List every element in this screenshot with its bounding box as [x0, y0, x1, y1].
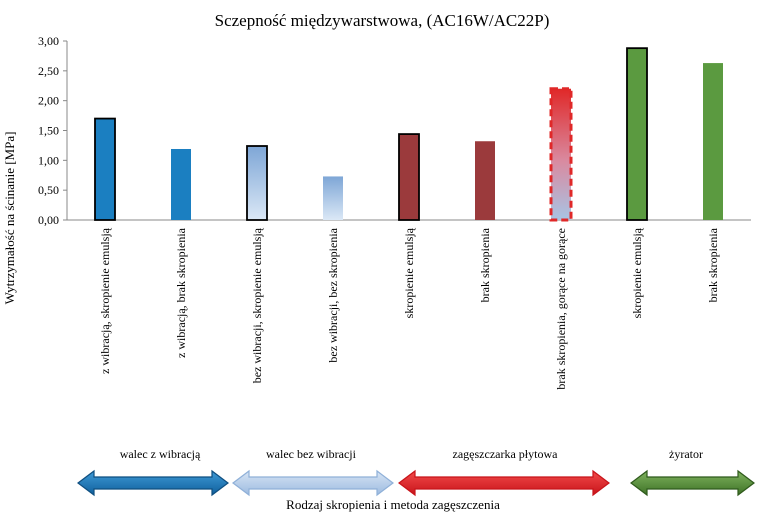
x-axis-label: Rodzaj skropienia i metoda zagęszczenia — [286, 497, 500, 512]
y-tick-label: 1,50 — [38, 124, 59, 138]
y-tick-label: 0,00 — [38, 213, 59, 227]
bar — [703, 63, 723, 221]
x-tick-label: bez wibracji, skropienie emulsją — [250, 227, 264, 383]
x-tick-label: bez wibracji, bez skropienia — [326, 227, 340, 362]
x-tick-label: brak skropienia — [478, 227, 492, 302]
group-label: walec bez wibracji — [266, 447, 357, 461]
bar — [94, 117, 116, 221]
bar — [398, 133, 420, 221]
bar — [171, 148, 191, 220]
y-axis-label: Wytrzymałość na ścinanie [MPa] — [2, 132, 17, 305]
y-tick-label: 2,50 — [38, 64, 59, 78]
bar — [475, 141, 495, 220]
group-label: żyrator — [669, 447, 703, 461]
x-tick-label: brak skropienia — [706, 227, 720, 302]
group-label: zagęszczarka płytowa — [453, 447, 559, 461]
group-arrow — [77, 469, 229, 497]
bar — [323, 176, 343, 220]
y-tick-label: 0,50 — [38, 183, 59, 197]
group-arrow — [232, 469, 394, 497]
bar — [246, 145, 268, 221]
group-label: walec z wibracją — [120, 447, 201, 461]
x-tick-label: skropienie emulsją — [630, 227, 644, 318]
bar — [549, 87, 573, 222]
x-tick-label: brak skropienia, gorące na gorące — [554, 228, 568, 390]
y-tick-label: 3,00 — [38, 34, 59, 48]
x-tick-label: skropienie emulsją — [402, 227, 416, 318]
group-arrow — [630, 469, 755, 497]
x-tick-label: z wibracją, skropienie emulsją — [98, 227, 112, 374]
bar — [626, 47, 648, 221]
chart-title: Sczepność międzywarstwowa, (AC16W/AC22P) — [215, 11, 550, 30]
group-arrow — [398, 469, 610, 497]
x-tick-label: z wibracją, brak skropienia — [174, 227, 188, 358]
y-tick-label: 1,00 — [38, 153, 59, 167]
y-tick-label: 2,00 — [38, 94, 59, 108]
